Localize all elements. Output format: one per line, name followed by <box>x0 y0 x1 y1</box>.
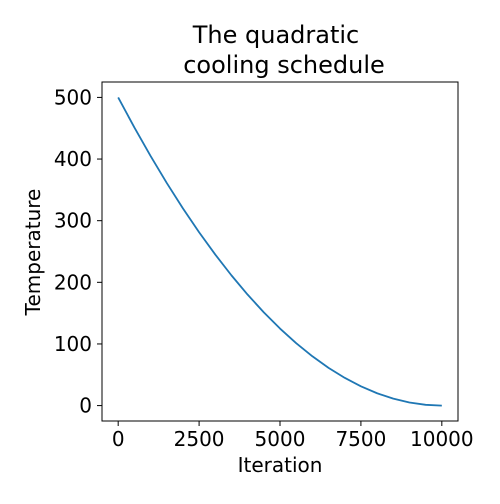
y-tick-label: 300 <box>54 209 92 233</box>
x-tick-label: 2500 <box>174 427 225 451</box>
y-tick-label: 100 <box>54 332 92 356</box>
x-axis-label: Iteration <box>238 453 323 477</box>
y-tick-label: 400 <box>54 147 92 171</box>
chart-title-line-1: The quadratic <box>192 21 360 49</box>
x-tick-label: 5000 <box>255 427 306 451</box>
x-tick-label: 10000 <box>410 427 474 451</box>
series-line-0 <box>117 96 442 407</box>
x-axis: 0 2500 5000 7500 10000 <box>112 421 474 451</box>
series-layer <box>117 96 442 407</box>
x-tick-label: 0 <box>112 427 125 451</box>
y-axis: 0 100 200 300 400 500 <box>54 85 102 418</box>
y-tick-label: 500 <box>54 85 92 109</box>
y-tick-label: 0 <box>79 394 92 418</box>
x-tick-label: 7500 <box>335 427 386 451</box>
y-tick-label: 200 <box>54 270 92 294</box>
y-axis-label: Temperature <box>21 189 45 317</box>
chart-title-line-2: cooling schedule <box>183 51 385 79</box>
